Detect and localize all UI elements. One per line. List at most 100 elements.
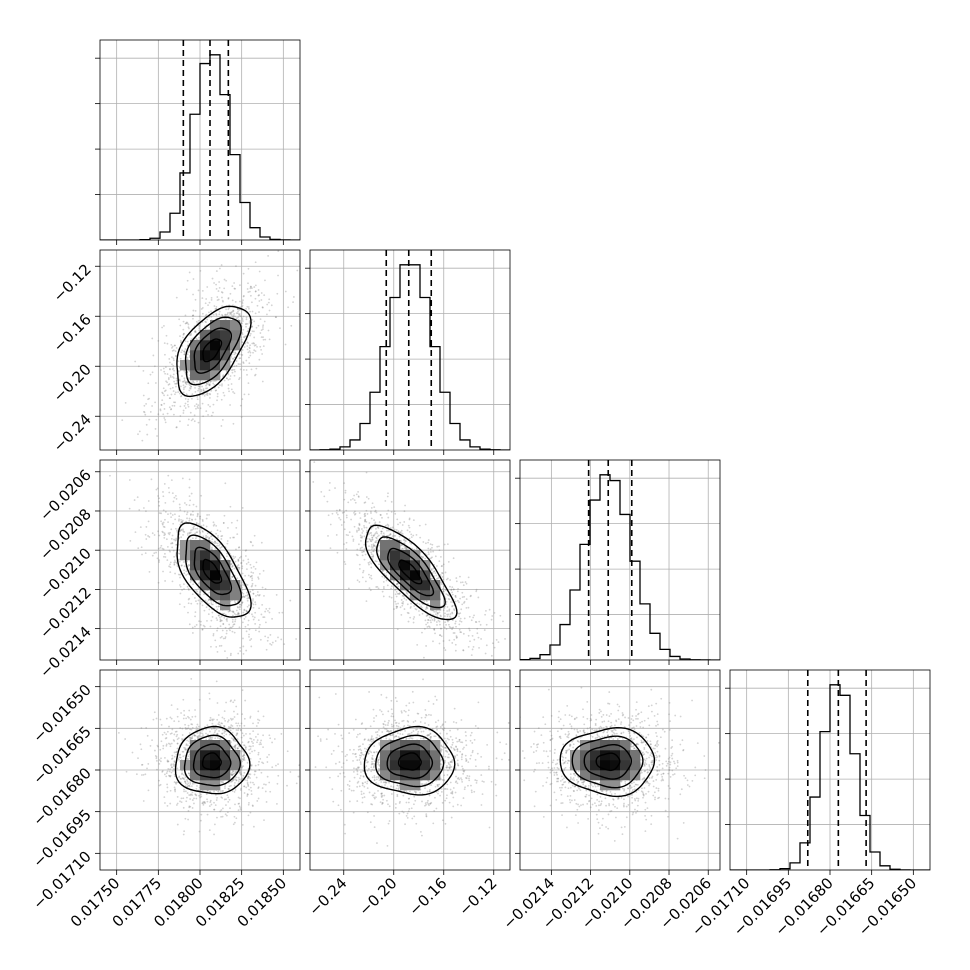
scatter-point: [233, 567, 236, 570]
scatter-point: [405, 547, 408, 549]
scatter-point: [190, 385, 193, 388]
scatter-point: [444, 589, 447, 591]
scatter-point: [210, 803, 213, 806]
scatter-point: [440, 627, 442, 630]
scatter-point: [426, 607, 429, 610]
scatter-point: [179, 392, 181, 395]
scatter-point: [191, 393, 194, 396]
scatter-point: [250, 571, 253, 574]
scatter-point: [472, 645, 475, 648]
scatter-point: [250, 737, 253, 740]
scatter-point: [178, 603, 181, 606]
scatter-point: [214, 389, 217, 392]
scatter-point: [261, 787, 264, 789]
scatter-point: [463, 595, 466, 598]
scatter-point: [442, 585, 445, 588]
scatter-point: [206, 601, 209, 603]
panel-content: [117, 677, 300, 836]
scatter-point: [394, 534, 397, 537]
scatter-point: [406, 529, 409, 532]
scatter-point: [241, 601, 244, 604]
scatter-point: [179, 584, 181, 586]
scatter-point: [385, 524, 387, 527]
scatter-point: [358, 528, 361, 530]
scatter-point: [410, 536, 413, 539]
scatter-point: [191, 593, 194, 596]
scatter-point: [237, 316, 240, 318]
scatter-point: [261, 353, 264, 355]
scatter-point: [351, 497, 354, 500]
scatter-point: [258, 630, 261, 633]
contour-line: [202, 338, 223, 363]
scatter-point: [368, 573, 370, 576]
scatter-point: [385, 571, 388, 574]
scatter-point: [252, 342, 255, 344]
scatter-point: [431, 556, 433, 559]
scatter-point: [259, 623, 261, 626]
density-cell: [410, 580, 421, 591]
scatter-point: [193, 414, 196, 417]
scatter-point: [162, 367, 165, 370]
scatter-point: [265, 661, 267, 663]
scatter-point: [208, 513, 210, 516]
scatter-point: [214, 307, 217, 310]
scatter-point: [403, 538, 406, 540]
scatter-point: [247, 342, 249, 344]
density-cell: [410, 590, 421, 601]
scatter-point: [260, 739, 263, 742]
scatter-point: [267, 255, 269, 257]
scatter-point: [352, 540, 355, 542]
scatter-point: [433, 570, 436, 573]
scatter-point: [252, 572, 255, 574]
scatter-point: [361, 535, 363, 538]
scatter-point: [245, 609, 248, 612]
scatter-point: [404, 548, 407, 551]
scatter-point: [229, 536, 232, 539]
density-cell: [210, 570, 221, 581]
scatter-point: [415, 533, 418, 536]
scatter-point: [402, 595, 405, 598]
scatter-point: [412, 534, 415, 537]
scatter-point: [220, 291, 223, 293]
scatter-point: [207, 538, 210, 541]
scatter-point: [252, 805, 254, 807]
scatter-point: [210, 602, 213, 604]
scatter-point: [401, 602, 403, 605]
scatter-point: [421, 606, 423, 609]
scatter-point: [424, 608, 427, 611]
scatter-point: [173, 781, 176, 783]
scatter-point: [424, 619, 427, 622]
scatter-point: [134, 531, 137, 534]
scatter-point: [147, 789, 150, 792]
scatter-point: [194, 518, 197, 521]
scatter-point: [377, 587, 380, 590]
density-cell: [400, 550, 411, 561]
scatter-point: [142, 507, 145, 509]
scatter-point: [221, 299, 224, 302]
scatter-point: [451, 612, 454, 615]
scatter-point: [253, 336, 256, 339]
scatter-point: [240, 322, 243, 325]
scatter-point: [239, 603, 242, 606]
scatter-point: [171, 542, 174, 545]
scatter-point: [203, 801, 206, 803]
scatter-point: [395, 590, 398, 593]
scatter-point: [181, 727, 184, 730]
scatter-point: [230, 311, 233, 313]
scatter-point: [264, 790, 267, 793]
scatter-point: [178, 379, 181, 382]
scatter-point: [178, 776, 181, 779]
scatter-point: [251, 750, 253, 753]
scatter-point: [170, 393, 173, 396]
scatter-point: [229, 356, 232, 359]
scatter-point: [164, 552, 166, 555]
scatter-point: [217, 386, 220, 389]
scatter-point: [334, 487, 336, 489]
scatter-point: [361, 551, 364, 554]
scatter-point: [200, 390, 203, 393]
scatter-point: [258, 300, 261, 302]
scatter-point: [268, 338, 271, 341]
scatter-point: [245, 563, 248, 565]
scatter-point: [252, 618, 255, 621]
